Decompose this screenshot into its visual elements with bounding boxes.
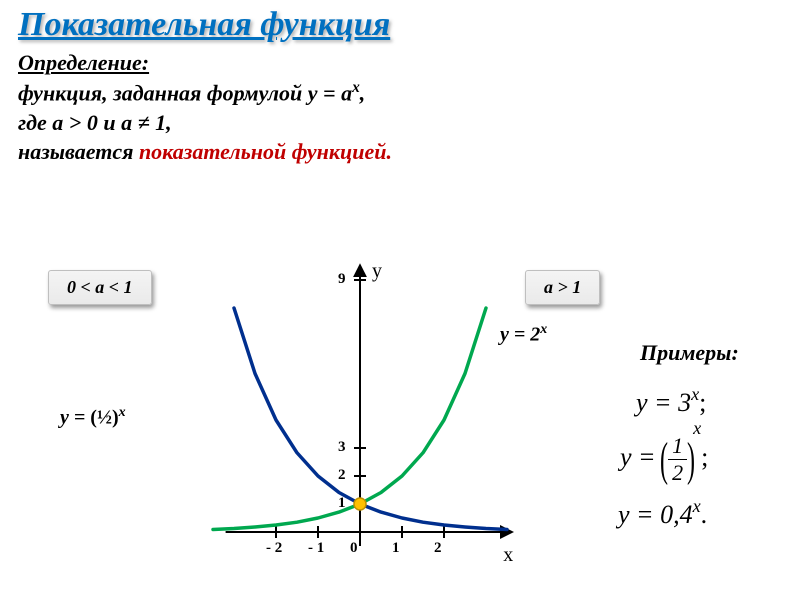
page-title: Показательная функция [0, 0, 800, 46]
y-tick-label: 1 [338, 495, 346, 512]
chart-area [195, 212, 525, 572]
def-line4: называется показательной функцией. [18, 137, 800, 167]
def-line3: где а > 0 и а ≠ 1, [18, 108, 800, 138]
def-line2: функция, заданная формулой у = ах, [18, 78, 800, 108]
x-tick-label: 1 [392, 540, 400, 557]
chart-svg [195, 212, 525, 572]
example-1: y = 3x; [636, 388, 706, 418]
definition-block: Определение: функция, заданная формулой … [0, 46, 800, 167]
def-line1: Определение: [18, 48, 800, 78]
curve-half-label: у = (½)х [60, 405, 126, 430]
y-tick-label: 9 [338, 271, 346, 288]
x-tick-label: - 1 [308, 540, 324, 557]
x-tick-label: 2 [434, 540, 442, 557]
condition-box-right: a > 1 [525, 270, 600, 305]
examples-title: Примеры: [640, 340, 739, 366]
x-tick-label: - 2 [266, 540, 282, 557]
y-tick-label: 3 [338, 439, 346, 456]
curve-two-label: у = 2х [500, 322, 547, 347]
example-3: y = 0,4x. [618, 500, 707, 530]
example-2: y = (12)x; [620, 432, 708, 487]
x-axis-label: х [503, 544, 513, 567]
condition-box-left: 0 < a < 1 [48, 270, 152, 305]
x-tick-label: 0 [350, 540, 358, 557]
y-axis-label: у [372, 260, 382, 283]
y-tick-label: 2 [338, 467, 346, 484]
